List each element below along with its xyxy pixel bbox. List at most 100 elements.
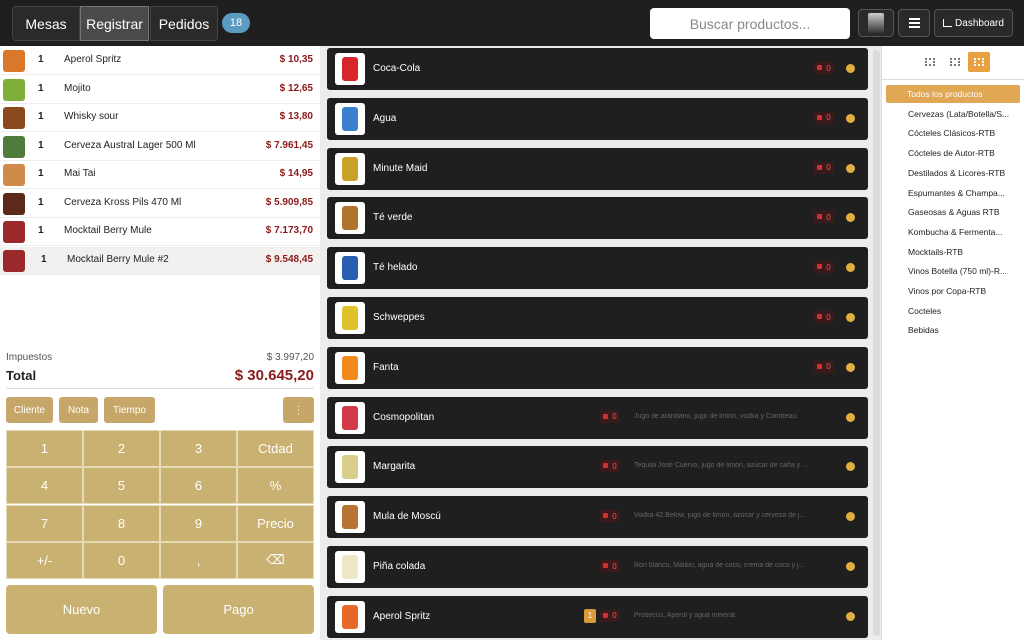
tab-button[interactable]: Pedidos [150,6,218,41]
keypad-key[interactable]: 2 [83,430,160,467]
stock-icon [603,413,608,419]
stock-icon [817,214,822,220]
product-row[interactable]: Margarita 0 Tequila José Cuervo, jugo de l… [327,446,868,489]
category-item[interactable]: Mocktails-RTB [908,246,964,257]
keypad-key[interactable]: 0 [83,541,160,579]
keypad-key[interactable]: Ctdad [237,430,314,467]
product-row[interactable]: Mula de Moscú 0 Vodka 42 Below, jugo de li… [327,496,868,539]
product-row[interactable]: Fanta 0 [327,346,868,389]
keypad-key[interactable]: 7 [6,504,83,542]
info-icon[interactable] [846,313,855,322]
category-item[interactable]: Kombucha & Fermenta... [908,226,1003,237]
order-line-name: Whisky sour [64,111,119,122]
order-line-qty: 1 [38,196,44,208]
order-line[interactable]: 1 Cerveza Austral Lager 500 Ml $ 7.961,45 [0,132,320,161]
taxes-value: $ 3.997,20 [266,352,314,363]
category-item[interactable]: Gaseosas & Aguas RTB [908,207,1000,218]
category-item[interactable]: Todos los productos [886,85,1020,103]
keypad-key[interactable]: , [160,541,237,579]
category-item[interactable]: Vinos por Copa-RTB [908,286,987,296]
order-line[interactable]: 1 Mai Tai $ 14,95 [0,161,320,189]
primary-button[interactable]: Nuevo [6,585,157,634]
order-line[interactable]: 1 Mocktail Berry Mule #2 $ 9.548,45 [0,246,320,275]
product-row[interactable]: Té helado 0 [327,247,868,290]
action-button[interactable]: Tiempo [104,397,155,423]
info-icon[interactable] [846,562,855,571]
product-row[interactable]: Coca-Cola 0 [327,48,868,90]
product-name: Cosmopolitan [373,411,435,423]
product-name: Mula de Moscú [373,511,441,523]
info-icon[interactable] [846,362,855,372]
stock-value: 0 [826,163,831,173]
info-icon[interactable] [846,512,855,522]
category-item[interactable]: Vinos Botella (750 ml)-R... [908,266,1008,277]
info-icon[interactable] [846,113,855,123]
order-line[interactable]: 1 Aperol Spritz $ 10,35 [0,47,320,75]
info-icon[interactable] [846,263,855,273]
stock-value: 0 [612,461,617,471]
product-row[interactable]: Agua 0 [327,97,868,140]
keypad-key[interactable]: 1 [6,430,83,467]
tab-button[interactable]: Registrar [80,6,149,41]
user-button[interactable] [858,9,894,37]
product-row[interactable]: Schweppes 0 [327,297,868,339]
action-button[interactable]: Cliente [6,397,53,423]
keypad-key[interactable]: +/- [6,541,83,579]
info-icon[interactable] [846,462,855,472]
info-icon[interactable] [846,163,855,173]
view-toggle[interactable] [919,52,941,72]
keypad-key[interactable]: 3 [160,430,237,467]
keypad-key[interactable]: 9 [160,504,237,542]
category-item[interactable]: Destilados & Licores-RTB [908,167,1006,178]
order-line-name: Mojito [64,82,91,94]
primary-button[interactable]: Pago [163,585,314,634]
product-row[interactable]: Minute Maid 0 [327,147,868,190]
category-item[interactable]: Bebidas [908,325,939,336]
stock-icon [817,314,822,319]
keypad-key[interactable]: % [237,467,314,505]
order-line-qty: 1 [38,54,44,65]
order-line[interactable]: 1 Whisky sour $ 13,80 [0,104,320,132]
info-icon[interactable] [846,213,855,223]
keypad-key[interactable]: 6 [160,467,237,505]
keypad-key[interactable]: 5 [83,467,160,505]
product-image-fill [342,355,358,380]
stock-value: 0 [826,262,831,272]
dashboard-button[interactable]: Dashboard [934,9,1013,37]
product-image-fill [342,106,358,131]
stock-value: 0 [612,561,617,571]
order-line-price: $ 13,80 [279,111,313,122]
stock-badge: 0 [814,211,834,224]
view-toggle[interactable] [944,52,966,72]
stock-icon [817,164,822,170]
info-icon[interactable] [846,412,855,422]
product-row[interactable]: Aperol Spritz 0 1 Prosecco, Aperol y agua m… [327,595,868,638]
info-icon[interactable] [846,611,855,621]
product-row[interactable]: Cosmopolitan 0 Jugo de arándano, jugo de l… [327,396,868,439]
view-toggle[interactable] [968,52,990,72]
stock-value: 0 [826,113,831,123]
menu-button[interactable] [898,9,930,37]
action-button[interactable]: ⋮ [283,397,314,423]
product-row[interactable]: Té verde 0 [327,197,868,240]
stock-icon [603,563,608,568]
category-item[interactable]: Espumantes & Champa... [908,187,1005,198]
category-item[interactable]: Cocteles [908,305,942,316]
tab-button[interactable]: Mesas [12,6,80,41]
order-line[interactable]: 1 Cerveza Kross Pils 470 Ml $ 5.909,85 [0,189,320,218]
search-input[interactable]: Buscar productos... [650,8,850,39]
category-item[interactable]: Cócteles de Autor-RTB [908,148,995,159]
order-line[interactable]: 1 Mojito $ 12,65 [0,75,320,104]
keypad-key[interactable]: Precio [237,504,314,542]
keypad-key[interactable]: 8 [83,504,160,542]
keypad-key[interactable]: 4 [6,467,83,505]
action-button[interactable]: Nota [59,397,98,423]
stock-icon [603,612,608,618]
category-item[interactable]: Cervezas (Lata/Botella/S... [908,108,1010,119]
keypad-key[interactable]: ⌫ [237,541,314,579]
order-line[interactable]: 1 Mocktail Berry Mule $ 7.173,70 [0,218,320,246]
product-row[interactable]: Piña colada 0 Ron blanco, Malibú, agua de … [327,546,868,588]
info-icon[interactable] [846,64,855,73]
category-item[interactable]: Cócteles Clásicos-RTB [908,128,996,139]
